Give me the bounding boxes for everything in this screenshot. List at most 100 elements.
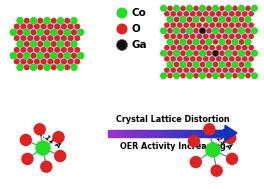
- Circle shape: [10, 53, 16, 59]
- Polygon shape: [47, 21, 60, 32]
- Circle shape: [45, 53, 49, 58]
- Circle shape: [225, 132, 236, 143]
- Bar: [198, 129, 200, 136]
- Bar: [110, 129, 112, 136]
- Polygon shape: [190, 53, 202, 64]
- Bar: [190, 129, 192, 136]
- Circle shape: [230, 68, 234, 72]
- Bar: [215, 129, 218, 136]
- Circle shape: [38, 18, 43, 23]
- Polygon shape: [215, 31, 229, 42]
- Circle shape: [167, 17, 173, 22]
- Circle shape: [226, 50, 231, 56]
- Polygon shape: [34, 44, 47, 56]
- Bar: [204, 129, 206, 136]
- Circle shape: [217, 46, 221, 50]
- Circle shape: [168, 51, 172, 55]
- Circle shape: [200, 18, 205, 22]
- Polygon shape: [242, 64, 254, 76]
- Circle shape: [51, 65, 56, 70]
- Bar: [129, 129, 132, 136]
- Polygon shape: [235, 19, 248, 31]
- Bar: [196, 129, 198, 136]
- Circle shape: [51, 42, 56, 46]
- Circle shape: [175, 40, 178, 44]
- Polygon shape: [47, 32, 60, 44]
- Circle shape: [217, 68, 221, 72]
- Circle shape: [230, 12, 234, 16]
- Circle shape: [197, 68, 201, 72]
- Circle shape: [48, 59, 53, 64]
- Circle shape: [226, 5, 231, 11]
- Polygon shape: [60, 32, 74, 44]
- Polygon shape: [215, 64, 229, 76]
- Polygon shape: [54, 32, 67, 44]
- Circle shape: [197, 34, 201, 38]
- Polygon shape: [202, 31, 215, 42]
- Bar: [114, 129, 116, 136]
- Circle shape: [78, 53, 84, 59]
- Circle shape: [31, 30, 36, 35]
- Bar: [208, 129, 210, 136]
- Circle shape: [35, 48, 39, 52]
- Circle shape: [44, 41, 50, 47]
- Circle shape: [210, 12, 214, 16]
- Circle shape: [65, 18, 69, 23]
- Circle shape: [165, 12, 169, 16]
- Circle shape: [28, 24, 32, 29]
- Polygon shape: [54, 21, 67, 32]
- Circle shape: [233, 51, 237, 55]
- Bar: [161, 129, 163, 136]
- Polygon shape: [13, 44, 27, 56]
- Circle shape: [165, 57, 169, 61]
- Circle shape: [15, 59, 19, 64]
- Bar: [200, 129, 202, 136]
- Polygon shape: [190, 19, 202, 31]
- Circle shape: [219, 17, 225, 22]
- Circle shape: [41, 161, 52, 172]
- Bar: [124, 129, 126, 136]
- Circle shape: [200, 5, 205, 11]
- Circle shape: [116, 23, 128, 35]
- Circle shape: [174, 28, 179, 33]
- Polygon shape: [242, 8, 254, 19]
- Polygon shape: [183, 64, 196, 76]
- Circle shape: [116, 8, 128, 19]
- Circle shape: [199, 28, 206, 34]
- Circle shape: [174, 5, 179, 11]
- Polygon shape: [202, 42, 215, 53]
- Polygon shape: [170, 53, 183, 64]
- Circle shape: [22, 153, 33, 164]
- Polygon shape: [177, 42, 190, 53]
- Polygon shape: [242, 19, 254, 31]
- Circle shape: [191, 57, 195, 61]
- Bar: [213, 129, 216, 136]
- Circle shape: [200, 73, 205, 79]
- Bar: [137, 129, 140, 136]
- Bar: [153, 129, 155, 136]
- Circle shape: [210, 68, 214, 72]
- Circle shape: [204, 12, 208, 16]
- Polygon shape: [163, 53, 177, 64]
- Polygon shape: [215, 42, 229, 53]
- Circle shape: [167, 39, 173, 45]
- Polygon shape: [34, 32, 47, 44]
- Circle shape: [34, 124, 45, 135]
- Circle shape: [223, 46, 227, 50]
- Circle shape: [58, 53, 63, 58]
- Circle shape: [174, 50, 179, 56]
- Bar: [178, 129, 181, 136]
- Circle shape: [25, 18, 29, 23]
- Polygon shape: [209, 31, 222, 42]
- Circle shape: [213, 28, 218, 33]
- Circle shape: [194, 6, 198, 10]
- Circle shape: [71, 18, 77, 24]
- Circle shape: [220, 6, 224, 10]
- Bar: [108, 129, 110, 136]
- Circle shape: [165, 23, 169, 27]
- Circle shape: [25, 65, 29, 70]
- Circle shape: [116, 40, 128, 50]
- Circle shape: [187, 73, 192, 79]
- Polygon shape: [229, 8, 242, 19]
- Circle shape: [191, 12, 195, 16]
